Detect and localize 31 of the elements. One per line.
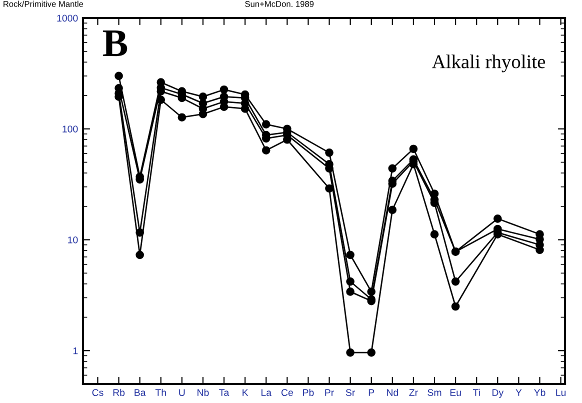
x-tick-label: Sm [428, 389, 442, 396]
x-tick-label: Rb [113, 388, 125, 396]
x-tick-label: Ti [472, 388, 480, 396]
x-tick-label: Sr [346, 389, 356, 396]
text: Rock/Primitive Mantle [4, 0, 84, 7]
x-tick-label: Cs [92, 389, 104, 396]
x-tick-label: Eu [450, 389, 461, 396]
x-tick-label: Yb [534, 388, 546, 396]
x-tick-label: Lu [556, 389, 566, 396]
x-tick-label: Pr [325, 389, 334, 396]
x-tick-label: Ta [219, 389, 230, 396]
y-tick-label: 1000 [57, 14, 78, 22]
x-tick-label: Y [516, 389, 522, 396]
text: Sun+McDon. 1989 [245, 1, 314, 7]
y-tick-label: 1 [73, 347, 78, 354]
x-tick-label: Ce [281, 389, 293, 396]
x-tick-label: Dy [492, 389, 504, 398]
x-tick-label: Nd [386, 388, 398, 396]
x-tick-label: Th [155, 388, 166, 396]
x-tick-label: Pb [303, 388, 314, 396]
x-tick-label: Ba [134, 389, 146, 396]
x-tick-label: P [368, 389, 374, 396]
y-tick-label: 10 [68, 236, 78, 244]
y-tick-label: 100 [62, 126, 78, 132]
x-tick-label: Zr [409, 389, 418, 396]
x-tick-label: U [179, 389, 185, 396]
x-tick-label: K [242, 389, 248, 396]
x-tick-label: La [262, 389, 272, 396]
annotation: B [102, 30, 128, 56]
annotation: Alkali rhyolite [432, 54, 546, 72]
x-tick-label: Nb [198, 388, 209, 396]
